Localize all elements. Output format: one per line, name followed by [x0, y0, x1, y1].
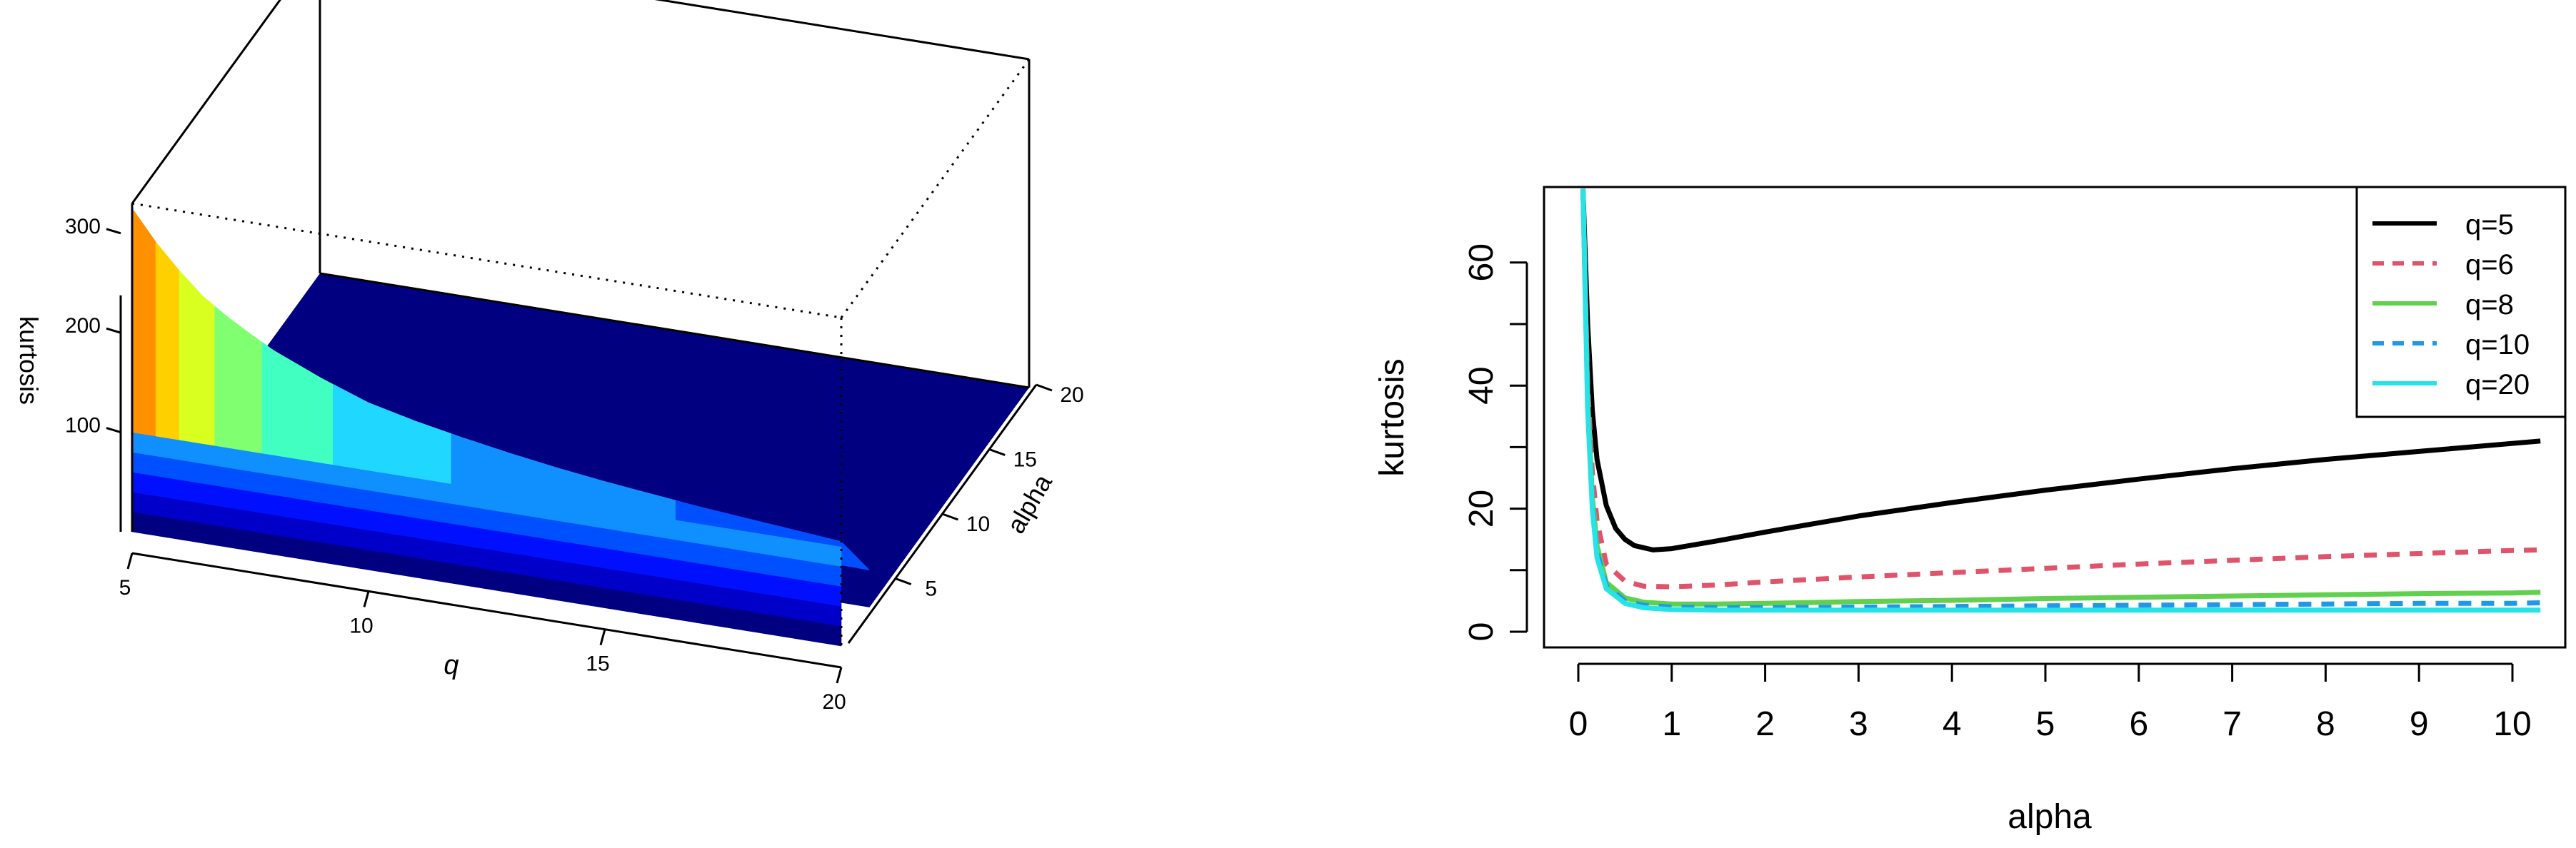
alpha-tick: [1036, 383, 1053, 392]
box-edge-dotted: [840, 59, 1031, 318]
box-edge: [654, 0, 1030, 61]
alpha-tick-label: 20: [1060, 383, 1083, 407]
x-axis-label: q: [443, 650, 458, 680]
box-edge: [131, 0, 281, 204]
q-tick: [126, 552, 134, 570]
q-tick: [599, 629, 606, 646]
surface-layer: [131, 208, 1029, 647]
x-tick-label: 9: [2410, 705, 2429, 743]
legend-label: q=20: [2465, 369, 2530, 400]
series-line: [1580, 188, 2541, 552]
alpha-tick-label: 10: [966, 513, 990, 536]
x-tick-label: 2: [1755, 705, 1775, 743]
kurtosis-tick-label: 100: [65, 414, 101, 438]
q-tick-label: 15: [586, 652, 609, 676]
x-tick-label: 7: [2222, 705, 2242, 743]
kurtosis-tick: [106, 228, 121, 235]
legend: q=5 q=6 q=8 q=10 q=20: [2355, 186, 2567, 418]
kurtosis-tick: [106, 327, 121, 334]
q-tick-label: 10: [349, 614, 373, 637]
legend-label: q=8: [2465, 289, 2514, 320]
x-axis: 0 1 2 3 4 5 6 7 8 9 10: [1569, 662, 2532, 743]
legend-label: q=5: [2465, 209, 2514, 241]
alpha-tick: [941, 513, 959, 521]
y-tick-label: 60: [1463, 243, 1500, 281]
axes-3d: 5 10 15 20 5 10 15 20 100 200 300: [65, 215, 1084, 714]
q-tick: [836, 667, 843, 684]
kurtosis-tick: [106, 427, 121, 434]
x-tick-label: 0: [1569, 705, 1588, 743]
q-tick-label: 20: [822, 690, 846, 714]
legend-label: q=6: [2465, 249, 2514, 281]
alpha-tick-label: 15: [1013, 448, 1037, 472]
y-axis: 0 20 40 60: [1463, 243, 1528, 642]
y-tick-label: 0: [1463, 622, 1500, 642]
alpha-tick: [988, 448, 1006, 456]
x-tick-label: 5: [2036, 705, 2055, 743]
y-tick-label: 20: [1463, 490, 1500, 528]
y-axis-label: kurtosis: [1373, 358, 1411, 476]
q-tick: [363, 590, 370, 607]
kurtosis-tick-label: 300: [65, 215, 101, 238]
x-axis-label: alpha: [2008, 798, 2092, 836]
x-tick-label: 8: [2316, 705, 2335, 743]
q-axis-line: [131, 552, 842, 669]
q-tick-label: 5: [119, 576, 131, 600]
x-tick-label: 10: [2493, 705, 2531, 743]
alpha-tick: [895, 577, 912, 585]
series-line: [1580, 188, 2541, 613]
bounding-box: [131, 0, 1031, 646]
series-lines: [1580, 188, 2541, 613]
x-tick-label: 3: [1849, 705, 1868, 743]
z-axis-label: kurtosis: [14, 316, 44, 405]
alpha-tick-label: 5: [925, 577, 937, 601]
x-tick-label: 1: [1662, 705, 1681, 743]
box-edge: [319, 272, 1030, 389]
kurtosis-tick-label: 200: [65, 314, 101, 338]
series-line: [1580, 188, 2541, 610]
y-tick-label: 40: [1463, 367, 1500, 405]
x-tick-label: 4: [1943, 705, 1962, 743]
legend-label: q=10: [2465, 329, 2530, 360]
x-tick-label: 6: [2129, 705, 2148, 743]
